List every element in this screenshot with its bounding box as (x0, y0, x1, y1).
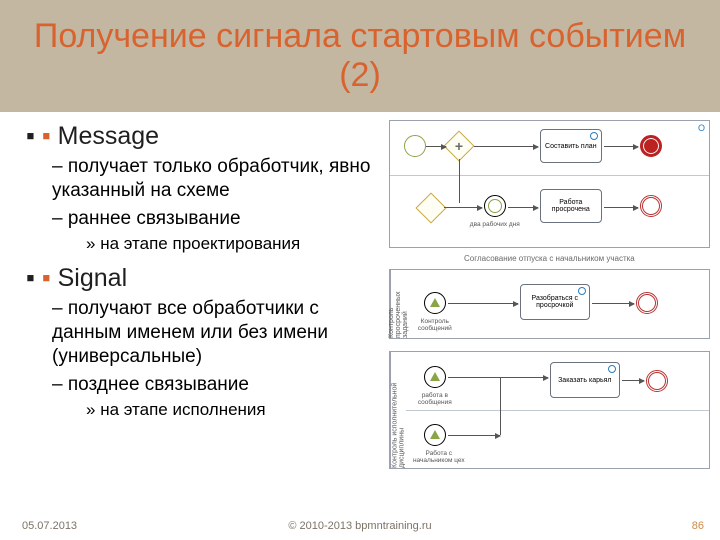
event-label: Работа с начальником цех (412, 450, 466, 464)
signal-start-icon (424, 424, 446, 446)
bullet-heading: ▪ Message (26, 122, 381, 151)
terminate-end-icon (640, 135, 662, 157)
gateway-icon (415, 192, 446, 223)
signal-start-icon (424, 366, 446, 388)
text-column: ▪ Message получает только обработчик, явн… (0, 118, 389, 504)
sub-bullet: раннее связывание (52, 207, 381, 231)
page-number: 86 (692, 520, 704, 532)
slide-title: Получение сигнала стартовым событием (2) (16, 17, 704, 95)
mid-caption: Согласование отпуска с начальником участ… (389, 254, 710, 263)
bpmn-pane-2: Контроль просроченных заданий Контроль с… (389, 269, 710, 339)
event-label: Контроль сообщений (412, 318, 458, 332)
bullet-heading: ▪ Signal (26, 264, 381, 293)
task-box: Работа просрочена (540, 189, 602, 223)
bpmn-pane-3: Контроль исполнительной дисциплины работ… (389, 351, 710, 469)
bpmn-pane-1: О + Составить план два рабочих дня Работ… (389, 120, 710, 248)
pool-label: Контроль просроченных заданий (390, 270, 406, 338)
sub-bullet: получают все обработчики с данным именем… (52, 297, 381, 368)
start-event-icon (404, 135, 426, 157)
task-box: Заказать карьял (550, 362, 620, 398)
end-event-icon (636, 292, 658, 314)
event-label: работа в сообщения (412, 392, 458, 406)
task-box: Составить план (540, 129, 602, 163)
sub-bullet: позднее связывание (52, 373, 381, 397)
footer-copyright: © 2010-2013 bpmntraining.ru (0, 520, 720, 532)
pool-label: Контроль исполнительной дисциплины (390, 352, 406, 468)
parallel-gateway-icon: + (443, 130, 474, 161)
sub-sub-bullet: на этапе исполнения (86, 400, 381, 420)
timer-event-icon (484, 195, 506, 217)
diagram-column: О + Составить план два рабочих дня Работ… (389, 118, 720, 504)
end-event-icon (646, 370, 668, 392)
footer: 05.07.2013 © 2010-2013 bpmntraining.ru 8… (0, 512, 720, 540)
sub-bullet: получает только обработчик, явно указанн… (52, 155, 381, 203)
sub-sub-bullet: на этапе проектирования (86, 234, 381, 254)
timer-label: два рабочих дня (470, 221, 520, 228)
task-box: Разобраться с просрочкой (520, 284, 590, 320)
footer-date: 05.07.2013 (22, 520, 77, 532)
end-event-icon (640, 195, 662, 217)
title-bar: Получение сигнала стартовым событием (2) (0, 0, 720, 112)
corner-label: О (698, 123, 705, 133)
signal-start-icon (424, 292, 446, 314)
